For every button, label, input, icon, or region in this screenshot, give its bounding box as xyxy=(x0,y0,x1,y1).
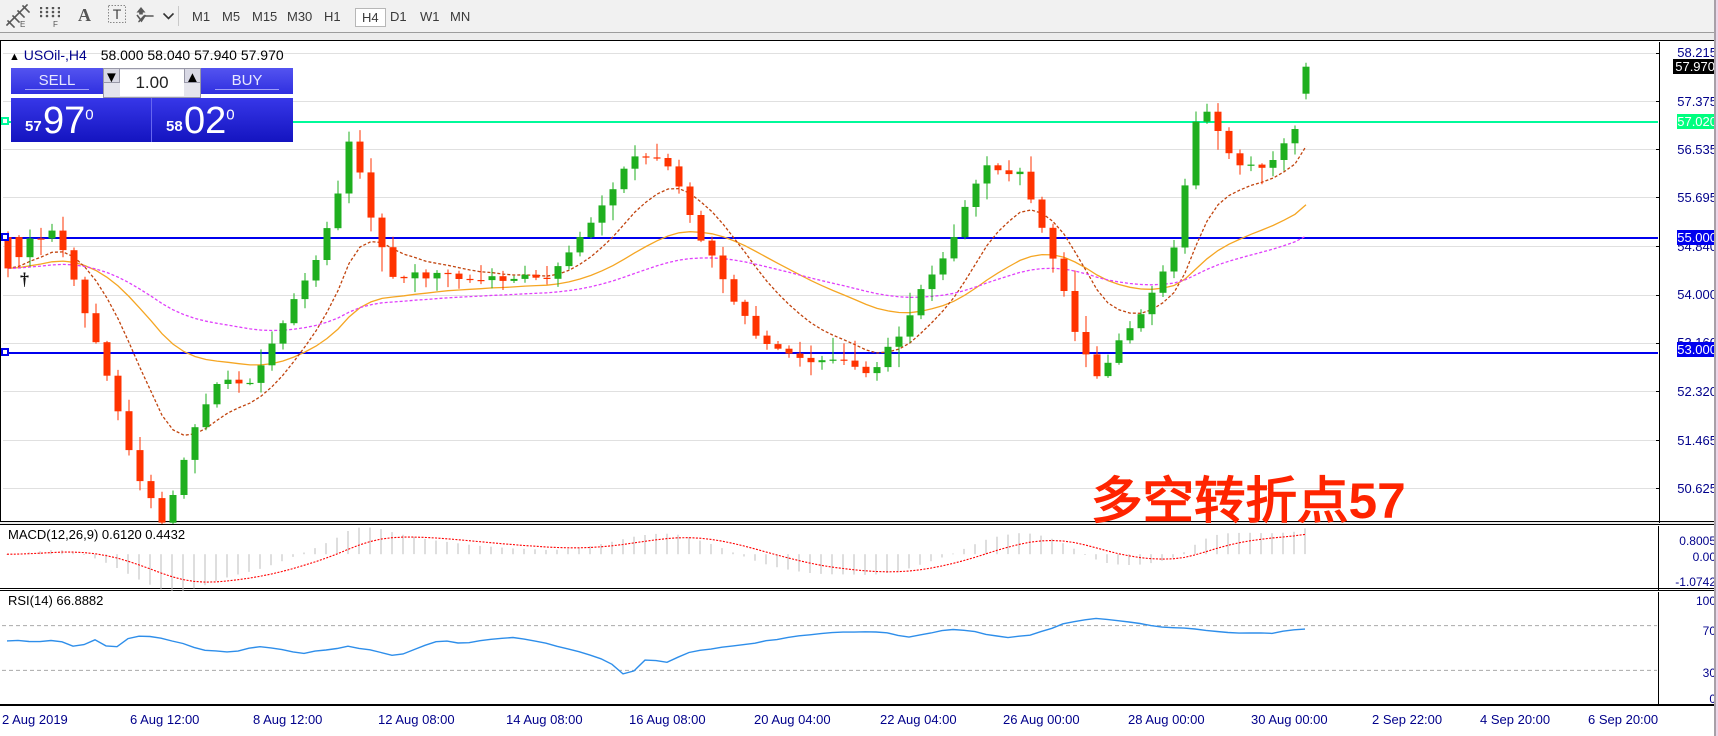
svg-text:T: T xyxy=(113,6,122,22)
